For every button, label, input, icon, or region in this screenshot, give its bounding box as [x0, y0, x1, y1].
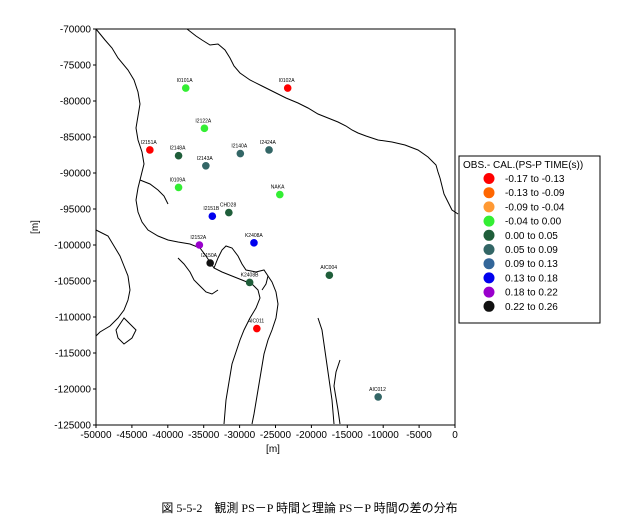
station-label: NAKA: [271, 185, 285, 191]
station-point: [253, 324, 261, 333]
y-axis: -70000 -75000 -80000 -85000 -90000 -95000 -100…: [54, 25, 96, 432]
figure-caption: 図 5-5-2 観測 PS－P 時間と理論 PS－P 時間の差の分布: [161, 501, 458, 515]
station-markers: I0101A I0102A I2122A I2151A I2148A I2143A I214…: [141, 78, 386, 401]
legend-entry-label: 0.05 to 0.09: [505, 245, 558, 256]
station-point: [236, 149, 245, 158]
x-tick-label: -45000: [116, 430, 148, 441]
y-tick-label: -110000: [55, 313, 91, 324]
plot-frame: [95, 28, 456, 426]
legend-swatch: [483, 229, 495, 241]
legend-entry-label: -0.04 to 0.00: [505, 217, 562, 228]
station-point: [181, 84, 190, 92]
station-label: I0101A: [177, 78, 194, 84]
station-label: AIC004: [320, 265, 337, 271]
y-tick-label: -115000: [55, 349, 91, 360]
x-tick-label: -35000: [188, 430, 220, 441]
legend-entry-label: -0.09 to -0.04: [505, 202, 565, 213]
x-tick-label: -20000: [296, 430, 328, 441]
legend-entry-label: 0.22 to 0.26: [505, 302, 558, 313]
legend-entry-label: -0.13 to -0.09: [505, 188, 565, 199]
y-tick-label: -80000: [60, 97, 92, 108]
y-tick-label: -70000: [60, 25, 92, 36]
x-tick-label: -40000: [152, 430, 184, 441]
station-label: I2148A: [170, 146, 187, 152]
y-tick-label: -100000: [54, 241, 91, 252]
station-label: I2151A: [141, 140, 158, 146]
y-tick-label: -120000: [54, 385, 91, 396]
legend-entry-label: -0.17 to -0.13: [505, 174, 565, 185]
station-label: AIC012: [369, 387, 386, 393]
station-label: CHD28: [220, 203, 237, 209]
legend-entry-label: 0.18 to 0.22: [505, 288, 558, 299]
legend-swatch: [483, 201, 495, 213]
x-axis: -50000 -45000 -40000 -35000 -30000 -25000 -200…: [80, 425, 458, 441]
station-point: [202, 162, 210, 170]
legend-swatch: [483, 187, 495, 199]
station-point: [374, 393, 382, 401]
station-point: [200, 124, 209, 133]
station-point: [283, 84, 292, 92]
legend-swatch: [483, 258, 495, 270]
y-tick-label: -105000: [54, 277, 91, 288]
x-axis-label: [m]: [266, 444, 280, 455]
y-tick-label: -95000: [60, 205, 92, 216]
station-point: [208, 212, 217, 220]
y-tick-label: -90000: [60, 169, 92, 180]
station-point: [195, 241, 204, 249]
legend-title: OBS.- CAL.(PS-P TIME(s)): [463, 160, 583, 171]
station-label: AIC011: [248, 319, 265, 325]
station-label: I2152A: [190, 235, 207, 241]
station-point: [206, 259, 214, 267]
legend-entry-label: 0.09 to 0.13: [505, 259, 558, 270]
legend: OBS.- CAL.(PS-P TIME(s)) -0.17 to -0.13 -…: [458, 155, 601, 324]
legend-entry-label: 0.13 to 0.18: [505, 273, 558, 284]
y-tick-label: -85000: [60, 133, 92, 144]
station-point: [146, 146, 154, 154]
station-label: K2408A: [245, 233, 263, 239]
station-point: [276, 190, 284, 199]
legend-swatch: [483, 173, 495, 184]
x-tick-label: -30000: [224, 430, 256, 441]
legend-swatch: [483, 244, 495, 255]
station-label: I2143A: [197, 156, 214, 162]
coastline: [95, 28, 459, 425]
station-point: [245, 278, 254, 287]
station-point: [174, 183, 183, 192]
legend-swatch: [483, 215, 495, 227]
station-point: [250, 239, 258, 247]
station-label: I2150A: [201, 253, 218, 259]
station-point: [325, 271, 334, 280]
legend-box: [458, 155, 601, 324]
station-point: [174, 151, 183, 160]
station-point: [225, 208, 233, 217]
x-tick-label: 0: [452, 430, 458, 441]
x-tick-label: -10000: [368, 430, 400, 441]
x-tick-label: -15000: [332, 430, 364, 441]
x-tick-label: -25000: [260, 430, 292, 441]
station-label: I2424A: [260, 140, 277, 146]
station-point: [265, 146, 273, 154]
station-label: I2151B: [203, 206, 220, 212]
station-label: K2408B: [241, 272, 259, 278]
legend-entry-label: 0.00 to 0.05: [505, 231, 558, 242]
x-tick-label: -50000: [80, 430, 112, 441]
y-axis-label: [m]: [30, 220, 41, 234]
station-label: I2140A: [231, 144, 248, 150]
y-tick-label: -75000: [60, 61, 92, 72]
legend-swatch: [483, 272, 495, 284]
station-label: I0109A: [170, 177, 187, 183]
x-tick-label: -5000: [406, 430, 432, 441]
station-label: I0102A: [279, 78, 296, 84]
y-tick-label: -125000: [54, 421, 91, 432]
legend-swatch: [483, 286, 495, 298]
station-label: I2122A: [195, 118, 212, 124]
legend-swatch: [483, 300, 495, 312]
